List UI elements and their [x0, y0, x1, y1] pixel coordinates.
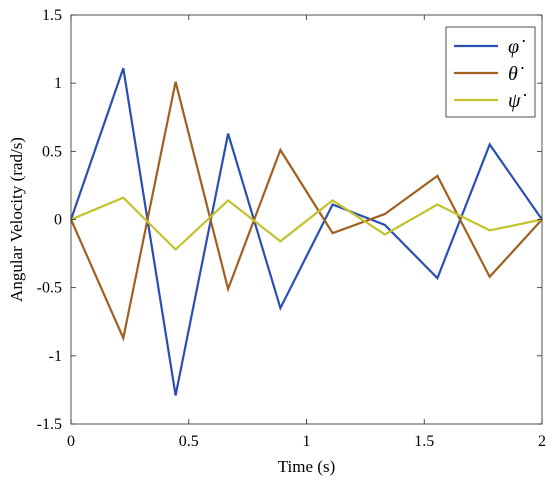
series-line-2	[69, 81, 543, 342]
x-tick-label: 2	[538, 433, 546, 450]
series-layer	[69, 67, 543, 396]
y-tick-label: -1	[49, 348, 62, 365]
series-line-3	[70, 196, 543, 252]
x-tick-label: 0.5	[179, 433, 199, 450]
plot-frame	[70, 14, 543, 425]
y-tick-label: 0	[54, 212, 62, 229]
ticks-layer: 0 0.5 1 1.5 2 -1.5 -1 -0.5 0 0.5 1 1.5	[37, 7, 546, 450]
y-tick-label: 1.5	[42, 7, 62, 24]
y-tick-label: 1	[54, 75, 62, 92]
y-tick-label: -0.5	[37, 280, 62, 297]
series-line-1	[69, 67, 543, 396]
y-axis-label: Angular Velocity (rad/s)	[7, 137, 26, 302]
x-tick-label: 1.5	[414, 433, 434, 450]
y-tick-label: 0.5	[42, 143, 62, 160]
legend: φ̇θ̇ψ̇	[445, 26, 536, 118]
x-tick-label: 0	[67, 433, 75, 450]
x-axis-label: Time (s)	[278, 457, 335, 476]
x-tick-label: 1	[303, 433, 311, 450]
y-tick-label: -1.5	[37, 416, 62, 433]
